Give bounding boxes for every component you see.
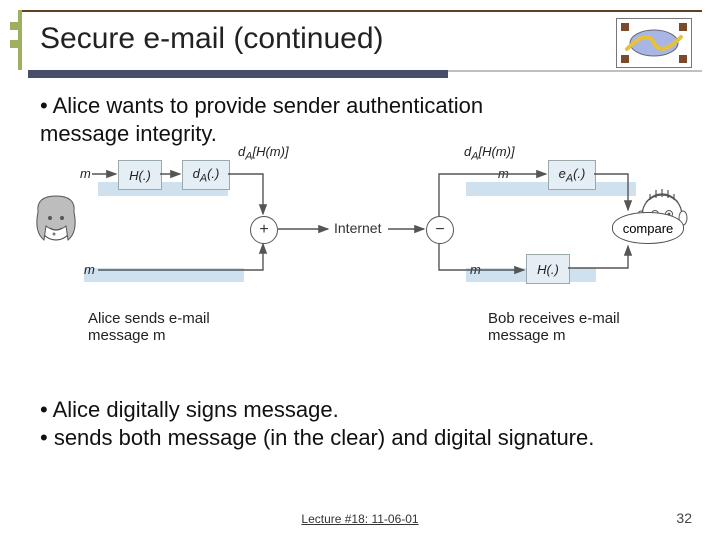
page-number: 32 <box>676 510 692 526</box>
logo <box>616 18 692 68</box>
title-underline-light <box>448 70 702 72</box>
page-title: Secure e-mail (continued) <box>40 22 384 56</box>
title-underline-dark <box>28 70 448 78</box>
signature-diagram: m m m m H(.) dA(.) dA[H(m)] + Internet −… <box>28 150 692 370</box>
accent-vertical <box>18 10 22 70</box>
accent-square <box>10 40 18 48</box>
logo-svg <box>617 19 691 67</box>
bullet-1-line2: message integrity. <box>40 121 217 146</box>
bullet-1-line1: • Alice wants to provide sender authenti… <box>40 93 483 118</box>
top-rule <box>18 10 702 12</box>
bullet-1: • Alice wants to provide sender authenti… <box>40 92 483 147</box>
accent-square <box>10 22 18 30</box>
bullet-2: • Alice digitally signs message. <box>40 396 339 424</box>
footer-text: Lecture #18: 11-06-01 <box>301 512 418 526</box>
bullet-3: • sends both message (in the clear) and … <box>40 424 594 452</box>
diagram-wires <box>28 150 692 370</box>
footer: Lecture #18: 11-06-01 <box>0 512 720 526</box>
